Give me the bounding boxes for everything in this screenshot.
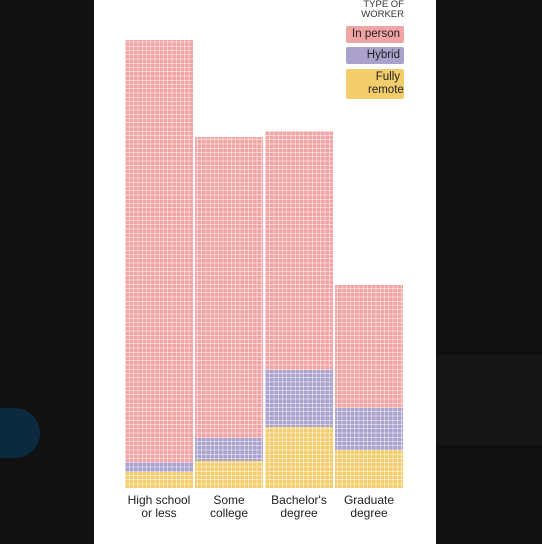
x-tick-label: Bachelor's degree — [271, 493, 327, 520]
waffle-texture — [265, 131, 333, 488]
waffle-texture — [125, 40, 193, 488]
x-tick-label: High school or less — [127, 493, 191, 520]
waffle-texture — [195, 137, 263, 488]
x-tick-label: Graduate degree — [343, 493, 395, 520]
legend-item: Hybrid — [346, 47, 404, 64]
legend-item: In person — [346, 26, 404, 43]
legend-item: Fully remote — [346, 69, 404, 99]
x-tick-label: Some college — [209, 493, 249, 520]
waffle-texture — [335, 285, 403, 488]
background-card — [436, 355, 542, 445]
background-button — [0, 408, 40, 458]
legend-title: TYPE OF WORKER — [361, 0, 404, 20]
